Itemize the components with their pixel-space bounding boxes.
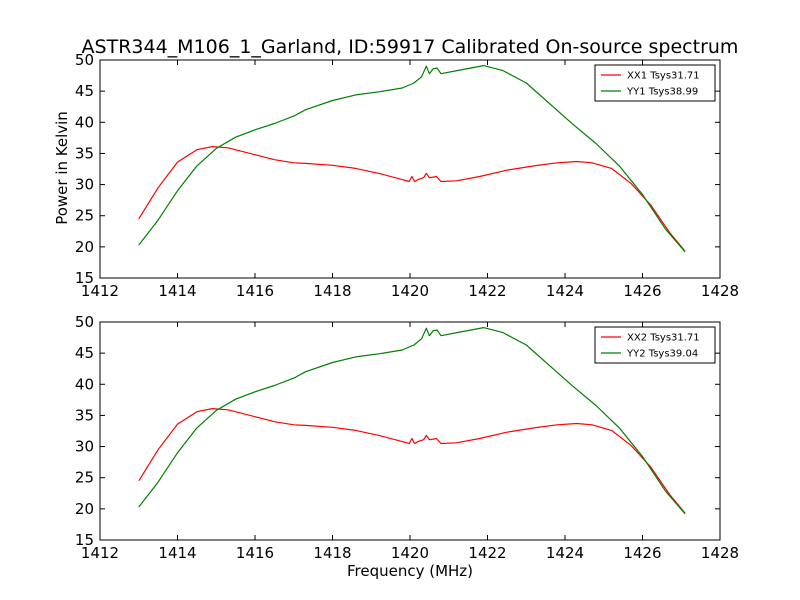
top-legend-box (594, 64, 716, 102)
top-x-tick-label: 1414 (158, 282, 196, 300)
bottom-y-tick-label: 50 (75, 313, 94, 331)
bottom-x-tick-label: 1412 (81, 544, 119, 562)
chart-title: ASTR344_M106_1_Garland, ID:59917 Calibra… (82, 36, 739, 58)
bottom-y-tick-label: 15 (75, 531, 94, 549)
bottom-y-tick-label: 20 (75, 500, 94, 518)
bottom-y-tick-label: 30 (75, 438, 94, 456)
top-x-tick-label: 1412 (81, 282, 119, 300)
bottom-x-tick-label: 1426 (623, 544, 661, 562)
top-x-tick-label: 1428 (701, 282, 739, 300)
bottom-panel: 1412 1414 1416 1418 1420 1422 1424 1426 1428 15 20… (75, 313, 739, 562)
top-x-tick-label: 1426 (623, 282, 661, 300)
bottom-x-tick-label: 1416 (236, 544, 274, 562)
y-axis-label: Power in Kelvin (53, 111, 71, 225)
bottom-legend: XX2 Tsys31.71 YY2 Tsys39.04 (594, 326, 716, 364)
bottom-x-tick-label: 1420 (391, 544, 429, 562)
bottom-x-tick-label: 1418 (313, 544, 351, 562)
bottom-x-tick-label: 1424 (546, 544, 584, 562)
bottom-x-tick-label: 1428 (701, 544, 739, 562)
top-x-tick-label: 1416 (236, 282, 274, 300)
top-legend: XX1 Tsys31.71 YY1 Tsys38.99 (594, 64, 716, 102)
top-series-line-yy (138, 64, 686, 253)
top-x-tick-label: 1420 (391, 282, 429, 300)
x-axis-label: Frequency (MHz) (347, 562, 473, 580)
top-legend-entry: YY1 Tsys38.99 (626, 87, 698, 98)
top-legend-entry: XX1 Tsys31.71 (627, 71, 700, 82)
top-x-tick-label: 1424 (546, 282, 584, 300)
top-x-tick-label: 1422 (468, 282, 506, 300)
top-y-tick-label: 20 (75, 238, 94, 256)
top-y-tick-label: 15 (75, 269, 94, 287)
bottom-x-tick-label: 1414 (158, 544, 196, 562)
top-y-tick-label: 45 (75, 82, 94, 100)
top-x-tick-label: 1418 (313, 282, 351, 300)
bottom-legend-entry: XX2 Tsys31.71 (627, 333, 700, 344)
bottom-x-tick-label: 1422 (468, 544, 506, 562)
bottom-y-tick-label: 25 (75, 469, 94, 487)
top-y-tick-label: 30 (75, 176, 94, 194)
top-y-tick-label: 25 (75, 207, 94, 225)
bottom-series-line-xx (138, 408, 686, 514)
top-y-tick-label: 40 (75, 113, 94, 131)
bottom-y-tick-label: 40 (75, 375, 94, 393)
bottom-legend-entry: YY2 Tsys39.04 (626, 349, 698, 360)
bottom-legend-box (594, 326, 716, 364)
top-panel: 1412 1414 1416 1418 1420 1422 1424 1426 1428 15 20… (75, 51, 739, 300)
top-y-tick-label: 50 (75, 51, 94, 69)
bottom-series-line-yy (138, 327, 686, 515)
bottom-y-tick-label: 45 (75, 344, 94, 362)
bottom-y-tick-label: 35 (75, 406, 94, 424)
top-y-tick-label: 35 (75, 144, 94, 162)
top-series-line-xx (138, 146, 686, 252)
